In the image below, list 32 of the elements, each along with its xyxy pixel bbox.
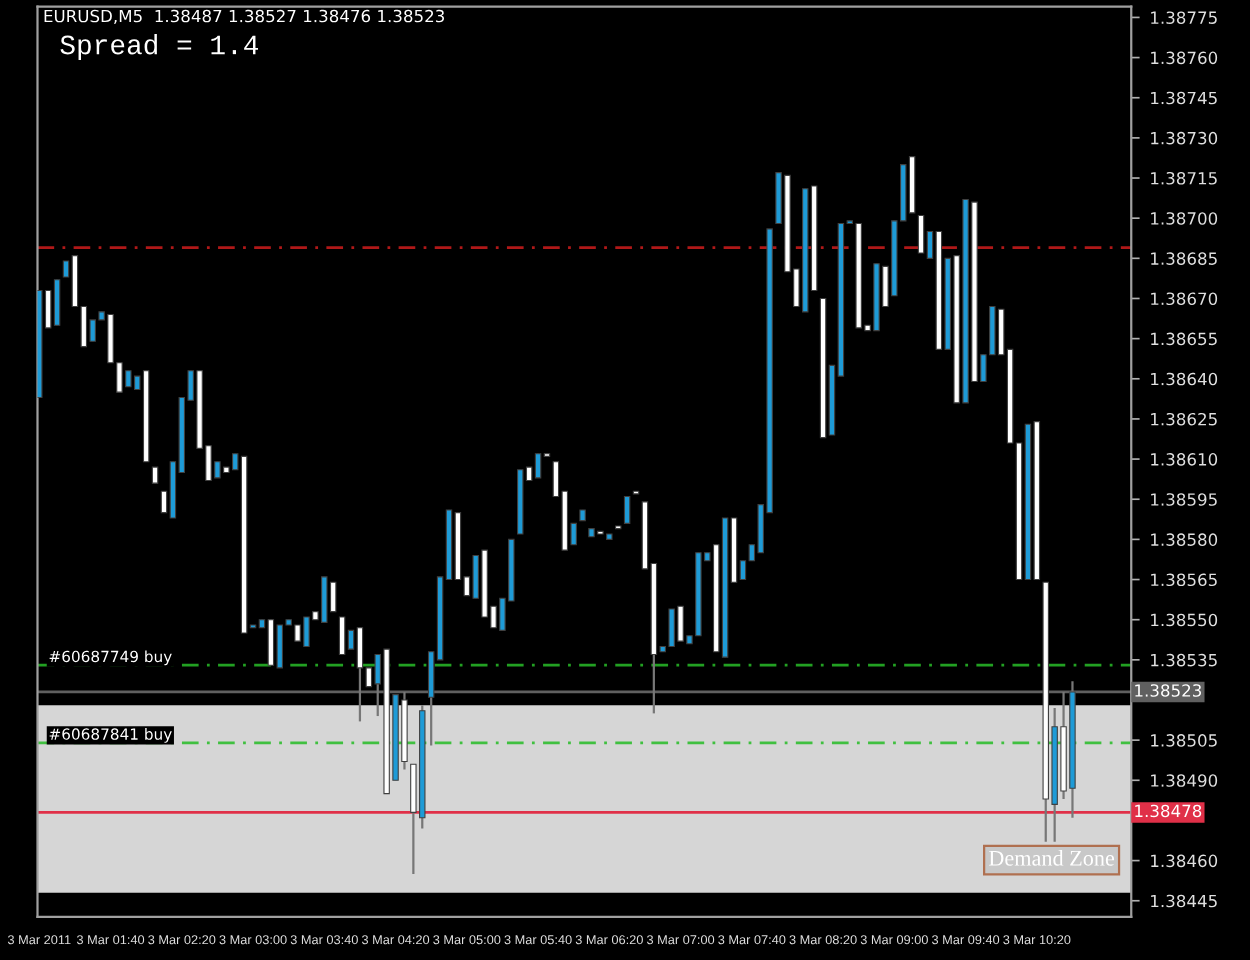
y-tick-label: 1.38595 xyxy=(1151,493,1217,506)
y-tick-label: 1.38715 xyxy=(1151,171,1217,185)
y-tick-label: 1.38745 xyxy=(1151,91,1217,105)
candlestick xyxy=(267,618,275,667)
candlestick xyxy=(338,616,346,656)
candlestick xyxy=(917,214,925,254)
y-tick-label: 1.38730 xyxy=(1151,131,1218,145)
y-tick-label: 1.38655 xyxy=(1151,332,1217,346)
ref-line-label: 1.38478 xyxy=(1135,804,1202,818)
candlestick xyxy=(534,452,542,479)
y-tick-label: 1.38775 xyxy=(1151,11,1217,24)
y-tick-label: 1.38760 xyxy=(1151,51,1218,65)
candlestick xyxy=(623,496,631,524)
y-tick-label: 1.38505 xyxy=(1151,734,1217,747)
chart-title: EURUSD,M5 1.38487 1.38527 1.38476 1.38523 xyxy=(44,9,445,25)
y-tick-label: 1.38685 xyxy=(1151,252,1217,265)
y-tick-label: 1.38445 xyxy=(1151,894,1217,908)
y-tick-label: 1.38610 xyxy=(1151,453,1218,466)
annotation: Spread = 1.4 xyxy=(60,34,258,60)
y-tick-label: 1.38700 xyxy=(1151,212,1218,225)
candlestick xyxy=(53,278,61,327)
y-tick-label: 1.38565 xyxy=(1151,573,1217,587)
y-tick-label: 1.38580 xyxy=(1151,533,1218,546)
ref-line-label: 1.38523 xyxy=(1135,684,1202,697)
y-tick-label: 1.38535 xyxy=(1151,653,1217,667)
y-tick-label: 1.38670 xyxy=(1151,292,1218,306)
y-tick-label: 1.38460 xyxy=(1151,854,1218,868)
y-tick-label: 1.38550 xyxy=(1151,613,1218,627)
y-tick-label: 1.38625 xyxy=(1151,412,1217,426)
y-tick-label: 1.38490 xyxy=(1151,774,1218,787)
y-tick-label: 1.38640 xyxy=(1151,372,1218,386)
candlestick xyxy=(356,626,364,723)
